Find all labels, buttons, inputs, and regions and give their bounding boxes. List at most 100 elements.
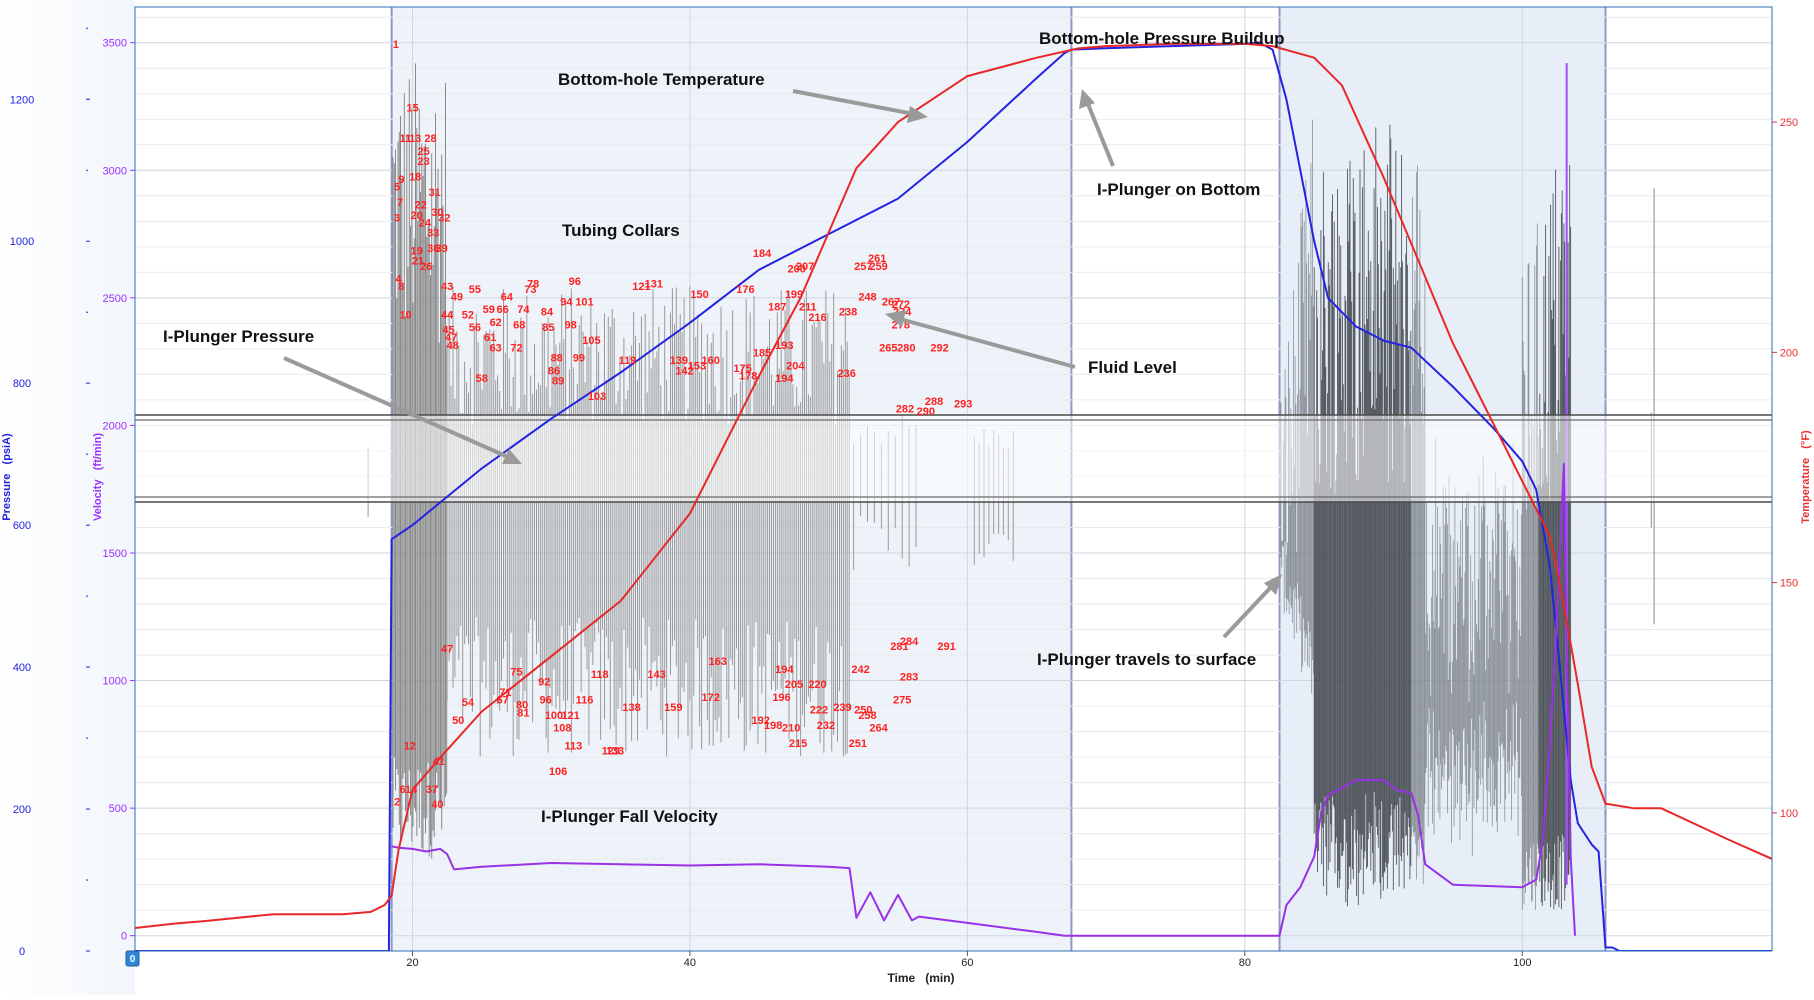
- velocity-tick-label: 3000: [103, 165, 127, 177]
- tubing-collar-label: 216: [808, 312, 826, 324]
- tubing-collar-label: 291: [937, 641, 955, 653]
- pressure-axis-label: Pressure (psiA): [1, 433, 13, 521]
- tubing-collar-label: 281: [890, 641, 908, 653]
- tubing-collar-label: 7: [397, 197, 403, 209]
- tubing-collar-label: 62: [490, 317, 502, 329]
- tubing-collar-label: 75: [510, 667, 522, 679]
- temperature-tick-label: 200: [1780, 347, 1798, 359]
- annotation-fluid-level: Fluid Level: [1088, 358, 1177, 377]
- tubing-collar-label: 159: [664, 702, 682, 714]
- tubing-collar-label: 210: [782, 723, 800, 735]
- tubing-collar-label: 96: [569, 276, 581, 288]
- tubing-collar-label: 28: [424, 133, 436, 145]
- tubing-collar-label: 84: [541, 307, 554, 319]
- tubing-collar-label: 239: [833, 702, 851, 714]
- pressure-tick-label: 600: [13, 520, 31, 532]
- x-origin-badge[interactable]: 0: [125, 950, 140, 967]
- tubing-collar-label: 78: [527, 279, 539, 291]
- pressure-tick-label: 1200: [10, 94, 34, 106]
- temperature-tick-label: 100: [1780, 808, 1798, 820]
- tubing-collar-label: 41: [433, 756, 445, 768]
- tubing-collar-label: 199: [785, 289, 803, 301]
- velocity-tick-label: 2500: [103, 293, 127, 305]
- series-line-1: [391, 462, 1576, 937]
- tubing-collar-label: 220: [808, 679, 826, 691]
- tubing-collar-label: 196: [772, 692, 790, 704]
- tubing-collar-label: 172: [702, 692, 720, 704]
- velocity-axis-label: Velocity (ft/min): [92, 433, 104, 521]
- tubing-collar-label: 207: [796, 261, 814, 273]
- annotation-plunger-on-bottom: I-Plunger on Bottom: [1097, 180, 1260, 199]
- tubing-collar-label: 242: [851, 664, 869, 676]
- x-tick-label: 20: [406, 957, 418, 969]
- tubing-collar-label: 113: [565, 740, 583, 752]
- tubing-collar-label: 11: [400, 133, 412, 145]
- tubing-collar-label: 50: [452, 715, 464, 727]
- tubing-collar-label: 184: [753, 248, 772, 260]
- tubing-collar-label: 292: [930, 342, 948, 354]
- tubing-collar-label: 21: [412, 256, 424, 268]
- tubing-collar-label: 150: [690, 289, 708, 301]
- tubing-collar-label: 119: [619, 355, 637, 367]
- tubing-collar-label: 259: [869, 261, 887, 273]
- tubing-collar-label: 33: [427, 228, 439, 240]
- tubing-collar-label: 1: [393, 39, 399, 51]
- tubing-collar-label: 10: [399, 309, 411, 321]
- arrow-temperature-head: [907, 106, 928, 123]
- tubing-collar-label: 71: [499, 687, 511, 699]
- arrow-plunger-pressure: [283, 356, 509, 459]
- tubing-collar-label: 72: [510, 342, 522, 354]
- tubing-collar-label: 2: [394, 797, 400, 809]
- pressure-tick-label: 200: [13, 804, 31, 816]
- tubing-collar-label: 88: [551, 353, 563, 365]
- tubing-collar-label: 187: [768, 302, 786, 314]
- tubing-collar-label: 142: [675, 365, 693, 377]
- tubing-collar-label: 121: [632, 281, 650, 293]
- arrow-plunger-pressure-head: [502, 449, 522, 464]
- tubing-collar-label: 13: [409, 133, 421, 145]
- tubing-collar-label: 49: [451, 291, 463, 303]
- tubing-collar-label: 131: [645, 279, 663, 291]
- tubing-collar-label: 48: [447, 340, 459, 352]
- tubing-collar-label: 133: [606, 746, 624, 758]
- series-line-0: [135, 41, 1772, 951]
- tubing-collar-label: 284: [900, 636, 919, 648]
- tubing-collar-label: 14: [405, 784, 418, 796]
- tubing-collar-label: 261: [868, 253, 886, 265]
- annotation-plunger-travels-to-surface: I-Plunger travels to surface: [1037, 650, 1256, 669]
- velocity-tick-label: 0: [121, 931, 127, 943]
- tubing-collar-label: 55: [469, 284, 481, 296]
- velocity-tick-label: 3500: [103, 38, 127, 50]
- tubing-collar-label: 63: [490, 342, 502, 354]
- tubing-collar-label: 267: [882, 297, 900, 309]
- tubing-collar-label: 118: [591, 669, 609, 681]
- tubing-collar-label: 96: [539, 695, 551, 707]
- tubing-collar-label: 192: [752, 715, 770, 727]
- overlay-strip: [135, 415, 1772, 502]
- x-origin-badge-label: 0: [130, 954, 136, 965]
- tubing-collar-label: 30: [431, 207, 443, 219]
- tubing-collar-label: 106: [549, 766, 567, 778]
- tubing-collar-label: 56: [469, 322, 481, 334]
- arrow-plunger-on-bottom-head: [1079, 89, 1095, 109]
- tubing-collar-label: 36: [427, 243, 439, 255]
- tubing-collar-label: 52: [462, 309, 474, 321]
- tubing-collar-label: 129: [602, 746, 620, 758]
- tubing-collar-label: 105: [582, 335, 600, 347]
- annotation-bottom-hole-temperature: Bottom-hole Temperature: [558, 70, 765, 89]
- tubing-collar-label: 108: [553, 723, 571, 735]
- x-tick-label: 40: [684, 957, 696, 969]
- tubing-collar-label: 283: [900, 672, 918, 684]
- tubing-collar-label: 89: [552, 376, 564, 388]
- tubing-collar-label: 198: [764, 720, 782, 732]
- tubing-collar-label: 6: [400, 784, 406, 796]
- velocity-tick-label: 1500: [103, 548, 127, 560]
- velocity-tick-label: 1000: [103, 676, 127, 688]
- tubing-collar-label: 47: [441, 644, 453, 656]
- annotation-plunger-pressure: I-Plunger Pressure: [163, 327, 314, 346]
- tubing-collar-label: 68: [513, 320, 525, 332]
- tubing-collar-label: 264: [869, 723, 888, 735]
- tubing-collar-label: 143: [647, 669, 665, 681]
- tubing-collar-label: 163: [709, 656, 727, 668]
